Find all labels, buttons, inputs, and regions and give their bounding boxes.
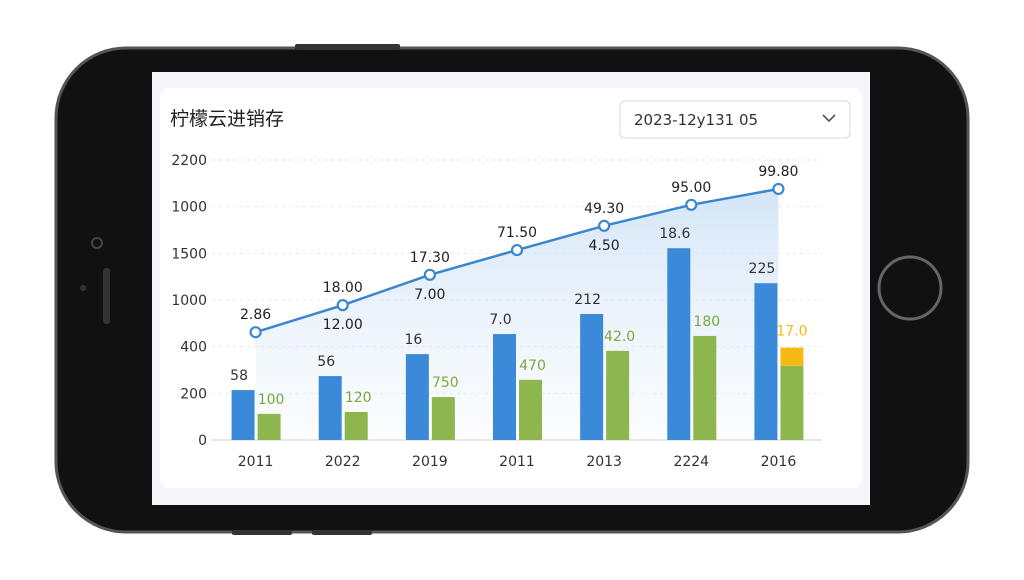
bar-label: 18.6 <box>659 226 690 242</box>
bar <box>693 335 717 440</box>
bar <box>257 413 281 440</box>
bar-label: 120 <box>345 390 372 406</box>
x-tick-label: 2016 <box>761 454 797 470</box>
line-label: 95.00 <box>671 180 711 196</box>
y-axis-label: 1000 <box>171 293 207 309</box>
line-label: 18.00 <box>323 280 363 296</box>
bar <box>431 397 455 440</box>
y-axis-label: 1500 <box>171 246 207 262</box>
line-sub-label: 4.50 <box>589 238 620 254</box>
speaker <box>103 268 110 324</box>
line-label: 71.50 <box>497 225 537 241</box>
bar-label: 212 <box>574 292 601 308</box>
bar-label: 7.0 <box>489 312 511 328</box>
app-title: 柠檬云进销存 <box>170 108 284 130</box>
y-axis-label: 0 <box>198 433 207 449</box>
y-axis-label: 400 <box>180 340 207 356</box>
dropdown-text: 2023-12y131 05 <box>634 111 758 129</box>
chart: 2200 1000 1500 1000 400 200 0 58 56 16 7.0 212 18.6 2… <box>171 153 822 470</box>
bar-label: 470 <box>519 358 546 374</box>
dropdown-arrow <box>822 114 836 123</box>
line-area <box>255 188 779 440</box>
line-point <box>685 198 698 211</box>
bar-label: 16 <box>404 332 422 348</box>
camera <box>80 285 86 291</box>
home-button[interactable] <box>877 255 943 321</box>
line-point <box>598 219 611 232</box>
x-tick-label: 2019 <box>412 454 448 470</box>
bar-label: 58 <box>230 368 248 384</box>
line-label: 99.80 <box>758 164 798 180</box>
line-point <box>336 299 349 312</box>
bar-label: 42.0 <box>604 329 635 345</box>
bar-label: 750 <box>432 375 459 391</box>
bar <box>493 334 516 440</box>
bar-label: 17.0 <box>776 324 807 340</box>
bar-segment <box>780 347 804 366</box>
phone-button <box>232 530 292 535</box>
line-sub-label: 7.00 <box>414 287 445 303</box>
line-point <box>249 326 262 339</box>
line-point <box>510 243 524 257</box>
bar-label: 56 <box>317 354 335 370</box>
x-tick-label: 2224 <box>673 454 709 470</box>
bar <box>344 412 368 440</box>
line-sub-label: 12.00 <box>323 317 363 333</box>
bar-label: 180 <box>693 314 720 330</box>
line-label: 2.86 <box>240 307 271 323</box>
date-dropdown[interactable] <box>619 100 851 139</box>
phone-button <box>295 44 400 50</box>
bar-label: 225 <box>749 261 776 277</box>
line-label: 17.30 <box>410 250 450 266</box>
line-point <box>772 182 785 196</box>
line-label: 49.30 <box>584 201 624 217</box>
x-tick-label: 2013 <box>586 454 622 470</box>
bar <box>580 314 604 440</box>
bar-label: 100 <box>258 392 285 408</box>
bar <box>780 365 804 440</box>
bar <box>231 390 255 440</box>
sensor <box>91 237 103 249</box>
bar <box>754 283 778 440</box>
phone-button <box>312 530 372 535</box>
line-point <box>423 268 436 281</box>
x-tick-label: 2022 <box>325 454 361 470</box>
bar <box>667 248 691 440</box>
bar <box>405 354 429 440</box>
y-axis-label: 2200 <box>171 153 207 169</box>
bar <box>519 379 542 440</box>
y-axis-label: 1000 <box>171 200 207 216</box>
x-tick-label: 2011 <box>499 454 535 470</box>
y-axis-label: 200 <box>180 386 207 402</box>
x-tick-label: 2011 <box>238 454 274 470</box>
bar <box>318 376 342 440</box>
bar <box>606 350 630 440</box>
